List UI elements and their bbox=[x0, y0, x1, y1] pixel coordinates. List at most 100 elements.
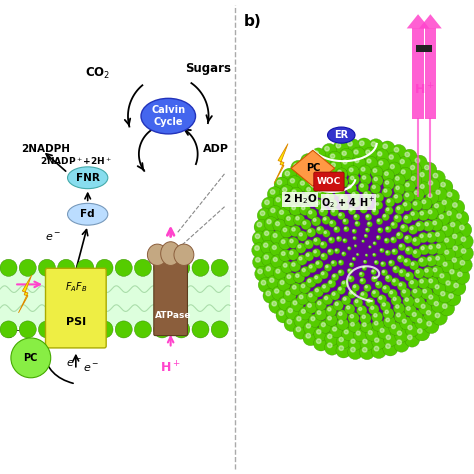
Circle shape bbox=[437, 271, 450, 284]
Circle shape bbox=[348, 141, 352, 146]
Circle shape bbox=[306, 334, 310, 338]
Circle shape bbox=[283, 289, 296, 302]
Circle shape bbox=[309, 211, 312, 214]
Circle shape bbox=[348, 185, 351, 188]
Circle shape bbox=[450, 200, 465, 215]
Circle shape bbox=[363, 147, 377, 162]
Ellipse shape bbox=[141, 99, 195, 134]
Circle shape bbox=[405, 323, 419, 337]
Circle shape bbox=[310, 173, 314, 178]
Circle shape bbox=[280, 281, 284, 284]
Circle shape bbox=[314, 250, 316, 253]
Circle shape bbox=[299, 307, 312, 320]
Circle shape bbox=[319, 158, 324, 163]
Circle shape bbox=[426, 208, 438, 220]
Circle shape bbox=[350, 264, 352, 265]
Circle shape bbox=[309, 164, 313, 168]
Circle shape bbox=[354, 245, 357, 247]
Circle shape bbox=[394, 195, 398, 198]
Circle shape bbox=[426, 255, 437, 266]
Circle shape bbox=[391, 295, 401, 306]
Circle shape bbox=[331, 163, 335, 167]
Circle shape bbox=[377, 228, 383, 233]
Circle shape bbox=[443, 278, 457, 292]
Circle shape bbox=[436, 190, 440, 194]
Circle shape bbox=[403, 214, 412, 224]
Circle shape bbox=[401, 288, 411, 298]
Circle shape bbox=[385, 226, 392, 233]
Text: PC: PC bbox=[306, 163, 320, 173]
Circle shape bbox=[382, 285, 390, 293]
Circle shape bbox=[383, 215, 386, 217]
Circle shape bbox=[376, 203, 379, 205]
Circle shape bbox=[410, 227, 413, 229]
Circle shape bbox=[261, 240, 275, 255]
Circle shape bbox=[411, 200, 423, 211]
Circle shape bbox=[382, 263, 383, 264]
Circle shape bbox=[309, 293, 312, 297]
Circle shape bbox=[398, 243, 406, 251]
Circle shape bbox=[305, 301, 318, 313]
Circle shape bbox=[329, 281, 332, 283]
Circle shape bbox=[294, 164, 298, 168]
Circle shape bbox=[450, 231, 464, 246]
Circle shape bbox=[349, 263, 354, 267]
Circle shape bbox=[442, 200, 447, 204]
Circle shape bbox=[436, 256, 439, 260]
Circle shape bbox=[365, 156, 378, 170]
Circle shape bbox=[77, 321, 94, 338]
FancyBboxPatch shape bbox=[46, 268, 106, 348]
Circle shape bbox=[192, 321, 209, 338]
Circle shape bbox=[255, 266, 270, 281]
Circle shape bbox=[393, 302, 405, 314]
Circle shape bbox=[280, 185, 294, 199]
Circle shape bbox=[378, 152, 382, 156]
Circle shape bbox=[383, 286, 386, 289]
Circle shape bbox=[373, 169, 377, 173]
Circle shape bbox=[404, 272, 414, 281]
Circle shape bbox=[458, 246, 474, 261]
Circle shape bbox=[393, 297, 396, 301]
Circle shape bbox=[420, 258, 423, 262]
Circle shape bbox=[372, 175, 383, 186]
Circle shape bbox=[353, 230, 355, 231]
Polygon shape bbox=[419, 14, 442, 28]
Circle shape bbox=[340, 195, 343, 198]
Circle shape bbox=[328, 183, 331, 187]
Circle shape bbox=[399, 283, 402, 286]
Circle shape bbox=[374, 314, 377, 317]
Circle shape bbox=[264, 264, 278, 278]
Circle shape bbox=[335, 168, 347, 180]
Circle shape bbox=[366, 150, 370, 155]
Circle shape bbox=[335, 228, 337, 229]
Circle shape bbox=[371, 166, 383, 179]
Circle shape bbox=[283, 264, 287, 267]
Circle shape bbox=[421, 162, 437, 177]
Circle shape bbox=[335, 186, 345, 197]
Bar bbox=[412, 28, 424, 118]
FancyBboxPatch shape bbox=[314, 172, 344, 191]
Circle shape bbox=[325, 146, 329, 151]
Circle shape bbox=[461, 237, 465, 241]
Circle shape bbox=[397, 313, 400, 317]
Circle shape bbox=[342, 282, 345, 284]
Circle shape bbox=[447, 267, 461, 281]
Circle shape bbox=[352, 257, 356, 261]
Circle shape bbox=[333, 140, 348, 155]
Text: ADP: ADP bbox=[203, 144, 228, 155]
Circle shape bbox=[386, 344, 390, 348]
Circle shape bbox=[362, 176, 366, 179]
Circle shape bbox=[280, 210, 283, 214]
Circle shape bbox=[363, 347, 367, 352]
Circle shape bbox=[314, 151, 319, 155]
Circle shape bbox=[348, 174, 360, 185]
Circle shape bbox=[374, 321, 378, 325]
Circle shape bbox=[330, 221, 333, 224]
Circle shape bbox=[284, 214, 296, 227]
Circle shape bbox=[421, 246, 424, 250]
Circle shape bbox=[337, 212, 345, 219]
Circle shape bbox=[301, 154, 316, 169]
Circle shape bbox=[19, 321, 36, 338]
Circle shape bbox=[338, 193, 348, 203]
Circle shape bbox=[422, 266, 434, 278]
